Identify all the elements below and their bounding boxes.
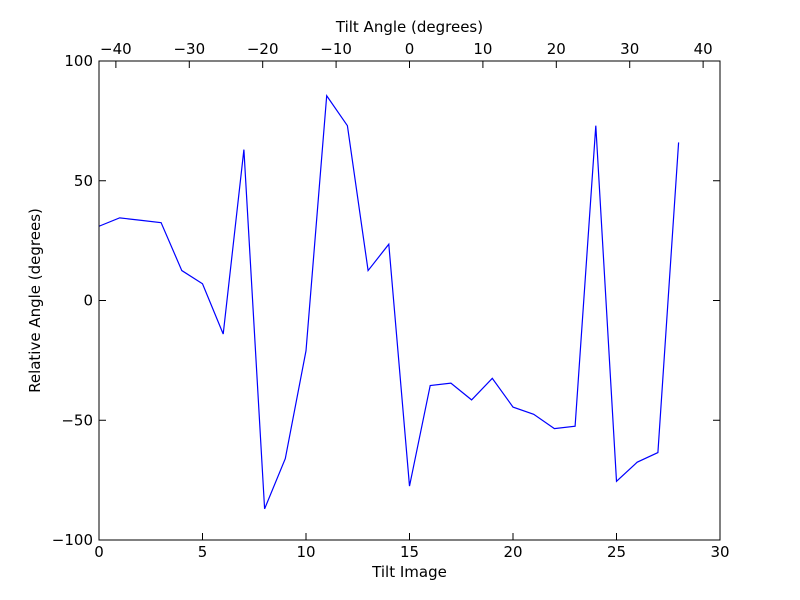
x-axis-title: Tilt Image	[371, 563, 447, 581]
top-x-tick-label: −40	[100, 40, 132, 58]
y-tick-label: 50	[74, 172, 93, 190]
tick-labels: 0 5 10 15 20 25 30−40 −30 −20 −10 0 10 20 30 40−100−50…	[52, 40, 730, 561]
series-group	[98, 94, 680, 510]
top-x-tick-label: 40	[694, 40, 713, 58]
y-tick-label: 100	[64, 52, 93, 70]
top-x-tick-label: 30	[620, 40, 639, 58]
y-tick-label: −100	[52, 531, 93, 549]
x-tick-label: 0	[94, 543, 104, 561]
top-x-tick-label: 20	[547, 40, 566, 58]
plot-frame	[98, 60, 721, 541]
top-x-tick-label: 0	[405, 40, 415, 58]
top-x-tick-label: 10	[473, 40, 492, 58]
top-x-tick-label: −10	[320, 40, 352, 58]
x-tick-label: 25	[607, 543, 626, 561]
series-line	[98, 94, 680, 510]
x-tick-label: 5	[198, 543, 208, 561]
top-x-tick-label: −30	[173, 40, 205, 58]
x-tick-label: 10	[296, 543, 315, 561]
tick-marks	[98, 60, 721, 541]
y-tick-label: 0	[83, 292, 93, 310]
y-tick-label: −50	[61, 411, 93, 429]
x-tick-label: 15	[400, 543, 419, 561]
x-tick-label: 30	[710, 543, 729, 561]
top-x-tick-label: −20	[247, 40, 279, 58]
y-axis-title: Relative Angle (degrees)	[26, 208, 44, 393]
x-tick-label: 20	[503, 543, 522, 561]
top-x-axis-title: Tilt Angle (degrees)	[335, 18, 483, 36]
